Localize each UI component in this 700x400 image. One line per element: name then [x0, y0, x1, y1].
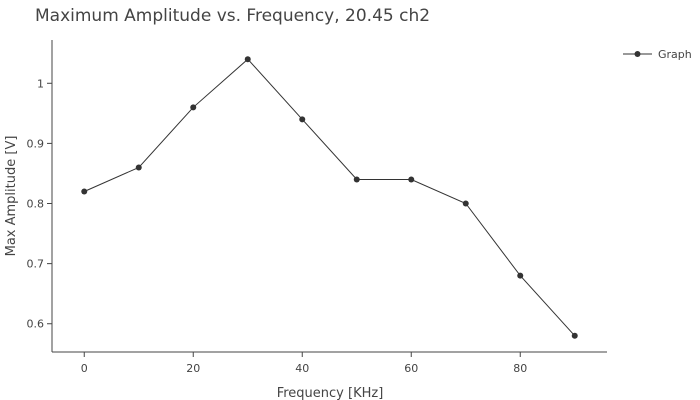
data-point	[135, 164, 142, 171]
x-tick-label: 0	[81, 362, 88, 375]
x-tick-label: 60	[404, 362, 418, 375]
data-point	[408, 176, 415, 183]
data-point	[517, 272, 524, 279]
x-ticks: 0 20 40 60 80	[81, 352, 527, 375]
series-line	[84, 58, 576, 337]
y-tick-label: 1	[37, 77, 44, 90]
legend-marker-swatch	[634, 51, 641, 57]
data-point	[81, 188, 88, 195]
axes	[51, 40, 607, 353]
data-point	[190, 104, 197, 111]
y-tick-label: 0.8	[27, 198, 45, 211]
legend[interactable]: Graph	[623, 48, 692, 61]
y-tick-label: 0.7	[27, 258, 45, 271]
y-axis-title: Max Amplitude [V]	[4, 136, 19, 257]
data-point	[353, 176, 360, 183]
plot-series	[81, 56, 578, 339]
x-tick-label: 80	[513, 362, 527, 375]
chart-title: Maximum Amplitude vs. Frequency, 20.45 c…	[35, 6, 430, 26]
x-tick-label: 20	[186, 362, 200, 375]
data-point	[244, 56, 251, 63]
data-point	[462, 200, 469, 207]
y-ticks: 0.6 0.7 0.8 0.9 1	[27, 77, 52, 331]
y-tick-label: 0.6	[27, 318, 45, 331]
x-tick-label: 40	[295, 362, 309, 375]
data-point	[299, 116, 306, 123]
legend-label: Graph	[658, 48, 692, 61]
y-tick-label: 0.9	[27, 137, 45, 150]
x-axis-title: Frequency [KHz]	[277, 386, 384, 400]
data-point	[571, 332, 578, 339]
